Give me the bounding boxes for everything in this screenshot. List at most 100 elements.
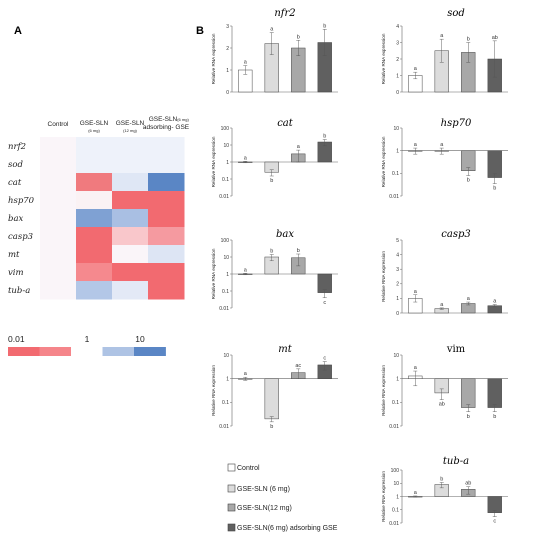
heatmap-cell xyxy=(40,263,77,282)
bar-chart-cat: cat 0.01 0.1 1 10 100 Relative RNA expression a… xyxy=(211,118,338,200)
chart-title: mt xyxy=(278,344,292,355)
heatmap-cell xyxy=(40,155,77,174)
heatmap-cell xyxy=(148,137,185,156)
y-axis-label: Relative RNA expression xyxy=(381,33,386,84)
y-axis-label: Relative RNA expression xyxy=(381,471,386,522)
chart-title: nfr2 xyxy=(274,8,295,19)
heatmap-cell xyxy=(148,173,185,192)
significance-letter: b xyxy=(323,134,326,140)
chart-title: tub-a xyxy=(443,456,469,467)
significance-letter: a xyxy=(414,365,418,371)
heatmap-col-header: GSE-SLN xyxy=(149,116,178,123)
y-tick-label: 0.01 xyxy=(389,521,399,527)
color-scale-swatch xyxy=(134,347,166,356)
y-tick-label: 1 xyxy=(396,148,399,154)
heatmap-cell xyxy=(76,209,113,228)
bar xyxy=(461,378,476,408)
heatmap-cell xyxy=(76,155,113,174)
y-tick-label: 10 xyxy=(223,143,229,149)
y-tick-label: 0 xyxy=(396,311,399,317)
bar xyxy=(487,378,502,408)
significance-letter: a xyxy=(440,142,444,148)
significance-letter: b xyxy=(467,414,470,420)
bar-chart-nfr2: nfr2 0 1 2 3 Relative RNA expression a a b b xyxy=(211,8,338,96)
significance-letter: a xyxy=(414,490,418,496)
y-tick-label: 100 xyxy=(221,126,230,132)
significance-letter: a xyxy=(440,33,444,39)
y-tick-label: 0.01 xyxy=(219,424,229,430)
significance-letter: b xyxy=(270,249,273,255)
y-tick-label: 10 xyxy=(393,481,399,487)
significance-letter: a xyxy=(414,289,418,295)
heatmap-cell xyxy=(40,245,77,264)
y-tick-label: 0.01 xyxy=(389,424,399,430)
significance-letter: c xyxy=(323,356,326,362)
y-tick-label: 10 xyxy=(393,126,399,132)
y-tick-label: 1 xyxy=(226,160,229,166)
significance-letter: a xyxy=(440,302,444,308)
significance-letter: a xyxy=(244,60,248,66)
y-tick-label: 4 xyxy=(396,24,399,30)
heatmap-cell xyxy=(112,245,149,264)
legend-swatch xyxy=(227,503,236,512)
significance-letter: b xyxy=(270,178,273,184)
significance-letter: b xyxy=(270,424,273,430)
significance-letter: ac xyxy=(295,363,301,369)
y-tick-label: 0.01 xyxy=(219,194,229,200)
significance-letter: b xyxy=(493,414,496,420)
legend-label: GSE-SLN(12 mg) xyxy=(237,505,292,512)
heatmap-cell xyxy=(76,227,113,246)
y-tick-label: 0.1 xyxy=(392,400,399,406)
significance-letter: a xyxy=(467,296,471,302)
heatmap-color-scale: 0.01 1 10 xyxy=(8,334,166,356)
y-tick-label: 2 xyxy=(226,46,229,52)
color-scale-swatch xyxy=(8,347,40,356)
chart-title: hsp70 xyxy=(441,118,472,129)
heatmap-row-label: hsp70 xyxy=(8,196,35,206)
y-axis-label: Relative RNA expression xyxy=(211,33,216,84)
heatmap-cell xyxy=(148,155,185,174)
heatmap-row-label: sod xyxy=(8,160,23,170)
heatmap-col-header: GSE-SLN xyxy=(80,120,109,127)
y-tick-label: 0.1 xyxy=(222,400,229,406)
heatmap-col-header-tail: adsorbing- GSE xyxy=(143,124,190,131)
heatmap-cell xyxy=(148,263,185,282)
y-tick-label: 4 xyxy=(396,252,399,258)
legend-label: Control xyxy=(237,465,260,472)
chart-title: casp3 xyxy=(441,229,470,240)
heatmap-cell xyxy=(76,173,113,192)
significance-letter: b xyxy=(440,476,443,482)
chart-title: sod xyxy=(447,8,465,19)
y-axis-label: Relative RNA expression xyxy=(381,136,386,187)
bar xyxy=(487,150,502,178)
heatmap-cell xyxy=(112,191,149,210)
heatmap-cell xyxy=(76,191,113,210)
bar-chart-vim: vim 0.01 0.1 1 10 Relative RNA expression a ab b… xyxy=(381,344,508,430)
significance-letter: a xyxy=(297,144,301,150)
heatmap-col-header: GSE-SLN xyxy=(116,120,145,127)
y-tick-label: 10 xyxy=(223,353,229,359)
heatmap-cell xyxy=(40,191,77,210)
y-tick-label: 2 xyxy=(396,282,399,288)
significance-letter: c xyxy=(323,300,326,306)
heatmap-row-label: mt xyxy=(8,250,20,260)
heatmap-cell xyxy=(76,281,113,300)
y-tick-label: 0 xyxy=(396,90,399,96)
y-tick-label: 0.01 xyxy=(389,194,399,200)
heatmap-col-subheader: (6 mg) xyxy=(177,117,189,122)
y-tick-label: 1 xyxy=(396,73,399,79)
y-tick-label: 1 xyxy=(396,376,399,382)
y-tick-label: 1 xyxy=(226,68,229,74)
expression-heatmap: Control GSE-SLN(6 mg)GSE-SLN(12 mg)GSE-SL… xyxy=(8,116,190,300)
y-tick-label: 5 xyxy=(396,238,399,244)
heatmap-cell xyxy=(40,173,77,192)
heatmap-cell xyxy=(148,245,185,264)
heatmap-row-label: cat xyxy=(8,178,22,188)
y-tick-label: 0.1 xyxy=(222,177,229,183)
significance-letter: a xyxy=(244,267,248,273)
color-scale-label-max: 10 xyxy=(135,334,145,344)
color-scale-label-min: 0.01 xyxy=(8,334,25,344)
heatmap-cell xyxy=(112,155,149,174)
heatmap-row-label: vim xyxy=(8,268,24,278)
